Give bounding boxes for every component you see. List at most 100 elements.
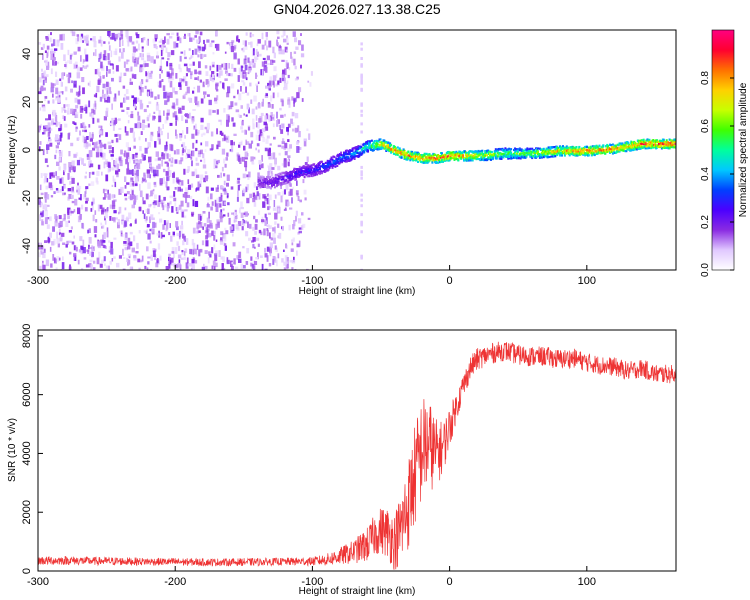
spectrogram-noise-cell: [46, 178, 49, 183]
spectrogram-signal-cell: [345, 149, 348, 152]
spectrogram-noise-cell: [129, 231, 133, 235]
spectrogram-noise-cell: [149, 240, 152, 244]
spectrogram-noise-cell: [104, 220, 107, 225]
spectrogram-noise-cell: [160, 178, 163, 184]
spectrogram-noise-cell: [110, 150, 113, 153]
spectrogram-noise-cell: [230, 265, 234, 270]
spectrogram-noise-cell: [273, 52, 276, 59]
y-tick-label: 40: [21, 48, 33, 60]
spectrogram-noise-cell: [91, 251, 94, 257]
spectrogram-noise-cell: [250, 99, 253, 104]
spectrogram-noise-cell: [151, 190, 155, 194]
spectrogram-noise-cell: [183, 256, 186, 260]
spectrogram-noise-cell: [159, 81, 162, 88]
spectrogram-noise-cell: [159, 218, 163, 223]
spectrogram-noise-cell: [150, 165, 152, 172]
spectrogram-noise-cell: [149, 228, 152, 232]
spectrogram-noise-cell: [74, 61, 78, 65]
spectrogram-signal-cell: [377, 140, 380, 143]
spectrogram-noise-cell: [114, 181, 117, 188]
spectrogram-noise-cell: [272, 92, 275, 99]
spectrogram-signal-cell: [636, 144, 639, 147]
spectrogram-noise-cell: [208, 251, 211, 256]
spectrogram-noise-cell: [179, 84, 182, 90]
spectrogram-noise-cell: [212, 52, 215, 55]
spectrogram-noise-cell: [140, 87, 144, 93]
spectrogram-noise-cell: [93, 52, 95, 56]
spectrogram-noise-cell: [123, 257, 126, 259]
spectrogram-noise-cell: [191, 183, 194, 188]
spectrogram-signal-cell: [432, 155, 435, 158]
spectrogram-noise-cell: [81, 268, 84, 270]
spectrogram-noise-cell: [155, 46, 158, 50]
spectrogram-noise-cell: [42, 132, 45, 135]
spectrogram-noise-cell: [166, 206, 169, 212]
spectrogram-noise-cell: [124, 197, 128, 201]
spectrogram-noise-cell: [178, 259, 181, 263]
spectrogram-signal-cell: [593, 153, 596, 156]
spectrogram-noise-cell: [298, 131, 301, 138]
spectrogram-noise-cell: [175, 268, 179, 270]
spectrogram-noise-cell: [294, 113, 299, 119]
spectrogram-signal-cell: [335, 157, 338, 160]
spectrogram-signal-cell: [473, 154, 476, 157]
spectrogram-noise-cell: [206, 39, 210, 43]
spectrogram-signal-cell: [417, 160, 419, 163]
spectrogram-noise-cell: [198, 230, 201, 233]
spectrogram-noise-cell: [180, 257, 184, 260]
spectrogram-noise-cell: [104, 211, 108, 219]
spectrogram-signal-cell: [500, 157, 503, 160]
spectrogram-noise-cell: [56, 140, 60, 143]
spectrogram-noise-cell: [50, 32, 52, 36]
spectrogram-noise-cell: [268, 117, 271, 122]
spectrogram-noise-cell: [266, 193, 269, 197]
spectrogram-noise-cell: [136, 242, 139, 249]
spectrogram-signal-cell: [490, 150, 493, 154]
spectrogram-noise-cell: [137, 159, 140, 167]
spectrogram-noise-cell: [147, 142, 151, 148]
spectrogram-noise-cell: [118, 206, 122, 214]
spectrogram-noise-cell: [76, 34, 80, 37]
spectrogram-noise-cell: [58, 215, 62, 220]
spectrogram-noise-cell: [56, 190, 60, 193]
spectrogram-noise-cell: [67, 212, 70, 216]
spectrogram-noise-cell: [264, 126, 269, 131]
spectrogram-noise-cell: [283, 147, 287, 151]
spectrogram-signal-cell: [363, 150, 366, 153]
spectrogram-noise-cell: [226, 114, 230, 121]
spectrogram-noise-cell: [150, 70, 153, 74]
spectrogram-signal-cell: [644, 147, 647, 150]
spectrogram-noise-cell: [94, 69, 99, 75]
spectrogram-noise-cell: [184, 146, 187, 150]
spectrogram-dead-cell: [360, 165, 363, 169]
spectrogram-noise-cell: [283, 189, 286, 195]
spectrogram-noise-cell: [102, 245, 106, 248]
spectrogram-noise-cell: [193, 127, 196, 130]
spectrogram-signal-cell: [386, 147, 389, 150]
spectrogram-signal-cell: [289, 175, 292, 178]
spectrogram-signal-cell: [568, 147, 571, 150]
spectrogram-noise-cell: [152, 248, 156, 252]
spectrogram-noise-cell: [75, 38, 79, 45]
spectrogram-noise-cell: [249, 82, 252, 87]
spectrogram-noise-cell: [173, 41, 177, 49]
spectrogram-noise-cell: [83, 257, 87, 260]
spectrogram-noise-cell: [90, 181, 95, 186]
spectrogram-noise-cell: [267, 82, 270, 87]
spectrogram-signal-cell: [526, 147, 529, 150]
spectrogram-noise-cell: [63, 213, 66, 220]
spectrogram-noise-cell: [121, 109, 125, 112]
spectrogram-noise-cell: [105, 93, 108, 100]
spectrogram-noise-cell: [222, 256, 225, 262]
spectrogram-signal-cell: [455, 156, 458, 159]
spectrogram-noise-cell: [136, 34, 140, 39]
spectrogram-noise-cell: [140, 131, 143, 135]
spectrogram-noise-cell: [265, 93, 268, 96]
spectrogram-noise-cell: [48, 114, 51, 121]
spectrogram-noise-cell: [200, 117, 204, 123]
spectrogram-noise-cell: [295, 215, 297, 222]
spectrogram-noise-cell: [222, 187, 226, 192]
spectrogram-noise-cell: [168, 256, 170, 262]
spectrogram-noise-cell: [190, 73, 193, 80]
spectrogram-signal-cell: [316, 170, 319, 173]
